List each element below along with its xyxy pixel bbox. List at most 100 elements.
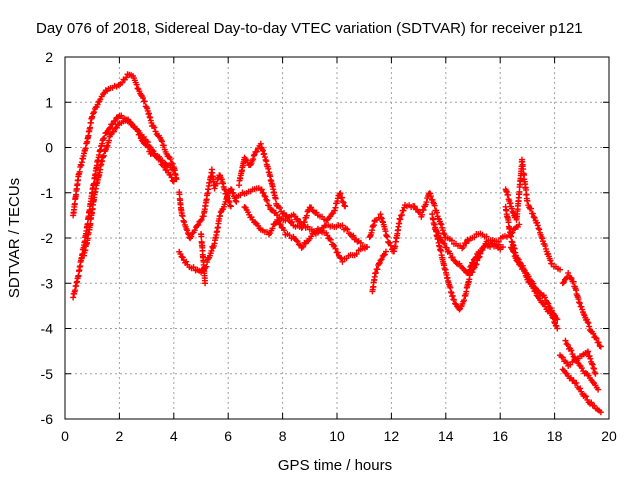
data-point	[497, 246, 504, 253]
data-point	[106, 137, 113, 144]
data-point	[242, 156, 249, 163]
data-point	[241, 203, 248, 210]
data-point	[197, 217, 204, 224]
data-point	[456, 306, 463, 313]
data-point	[198, 233, 205, 240]
data-point	[339, 258, 346, 265]
data-point	[524, 197, 531, 204]
data-point	[483, 233, 490, 240]
data-point	[177, 250, 184, 257]
data-point	[262, 193, 269, 200]
series-track-f	[198, 231, 209, 287]
data-point	[107, 124, 114, 131]
series-track-s	[559, 366, 604, 416]
data-point	[576, 299, 583, 306]
data-point	[593, 335, 600, 342]
data-point	[463, 240, 470, 247]
data-point	[420, 207, 427, 214]
data-point	[105, 126, 112, 133]
data-point	[100, 153, 107, 160]
data-point	[509, 247, 516, 254]
series-track-p	[508, 244, 561, 323]
data-point	[357, 239, 364, 246]
data-point	[547, 257, 554, 264]
data-point	[461, 297, 468, 304]
data-point	[294, 238, 301, 245]
data-point	[563, 359, 570, 366]
data-point	[559, 280, 566, 287]
data-point	[536, 226, 543, 233]
data-point	[274, 216, 281, 223]
data-point	[585, 320, 592, 327]
data-point	[195, 221, 202, 228]
x-tick-label: 16	[492, 428, 508, 444]
data-point	[479, 246, 486, 253]
series-track-q	[559, 270, 604, 350]
data-point	[554, 325, 561, 332]
data-point	[441, 231, 448, 238]
data-point	[188, 233, 195, 240]
data-point	[133, 81, 140, 88]
data-point	[327, 236, 334, 243]
data-point	[266, 202, 272, 209]
grid	[65, 57, 609, 419]
data-point	[588, 399, 595, 406]
data-point	[161, 163, 168, 170]
y-tick-label: -3	[41, 275, 54, 291]
series-track-d	[176, 166, 234, 242]
data-point	[525, 273, 532, 280]
series-track-e	[176, 186, 240, 276]
data-point	[582, 393, 589, 400]
data-point	[576, 362, 583, 369]
data-point	[167, 171, 174, 178]
data-point	[180, 217, 187, 224]
data-point	[400, 207, 407, 214]
data-point	[277, 221, 284, 228]
data-point	[562, 337, 569, 344]
series-track-l	[429, 211, 506, 313]
data-point	[269, 225, 276, 232]
data-point	[576, 300, 583, 307]
data-point	[534, 222, 541, 229]
data-point	[104, 142, 111, 149]
data-point	[534, 219, 541, 226]
data-point	[109, 121, 116, 128]
data-point	[334, 249, 341, 256]
data-point	[384, 233, 391, 240]
x-tick-label: 0	[61, 428, 69, 444]
data-point	[276, 204, 283, 211]
data-point	[179, 213, 186, 220]
data-point	[548, 307, 555, 314]
data-point	[178, 212, 185, 219]
data-point	[211, 185, 218, 192]
data-point	[590, 330, 597, 337]
data-point	[382, 248, 389, 255]
y-tick-label: -6	[41, 411, 54, 427]
data-point	[472, 254, 479, 261]
data-point	[184, 227, 191, 234]
data-point	[516, 221, 523, 228]
data-point	[230, 190, 237, 197]
data-point	[123, 74, 130, 81]
data-point	[326, 235, 333, 242]
y-tick-label: -5	[41, 366, 54, 382]
data-point	[423, 199, 430, 206]
y-tick-label: 2	[45, 49, 53, 65]
data-point	[563, 340, 570, 347]
x-tick-label: 14	[438, 428, 454, 444]
data-point	[528, 205, 535, 212]
data-point	[275, 218, 282, 225]
data-point	[546, 304, 553, 311]
series-track-n	[502, 156, 564, 273]
data-point	[91, 109, 98, 116]
data-point	[261, 192, 268, 199]
data-point	[228, 186, 235, 193]
data-point	[167, 156, 174, 163]
data-point	[530, 280, 537, 287]
data-point	[448, 237, 455, 244]
y-tick-label: 1	[45, 94, 53, 110]
data-point	[151, 124, 158, 131]
data-point	[450, 296, 457, 303]
data-point	[471, 234, 478, 241]
